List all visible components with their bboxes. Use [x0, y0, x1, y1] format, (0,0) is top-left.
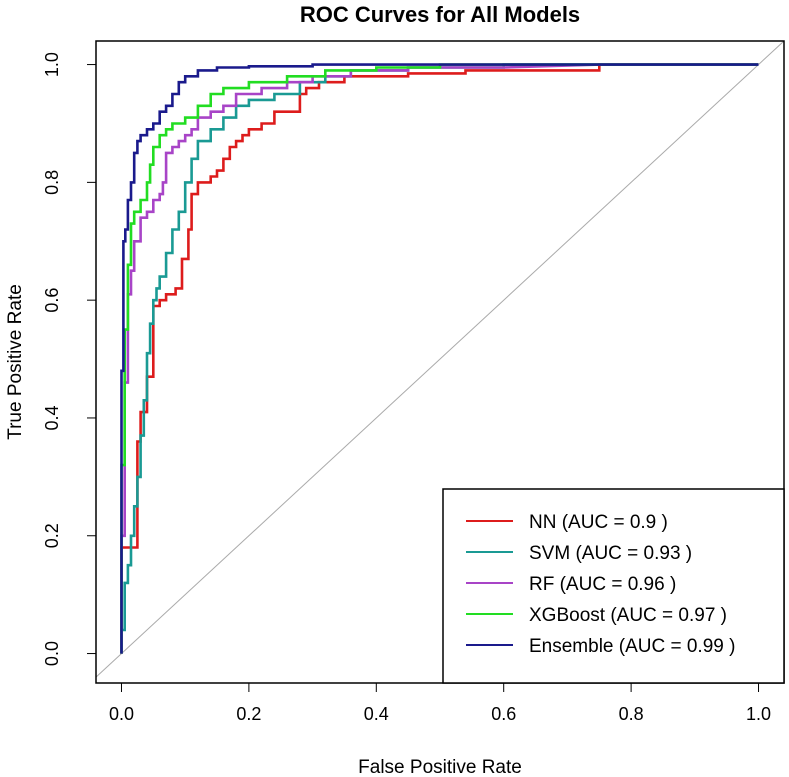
y-tick-label: 1.0: [42, 52, 62, 77]
legend-label-svm: SVM (AUC = 0.93 ): [529, 543, 692, 564]
y-axis: 0.0 0.2 0.4 0.6 0.8 1.0: [42, 52, 97, 666]
y-tick-label: 0.2: [42, 523, 62, 548]
roc-curve-xgboost: [120, 63, 759, 654]
legend-label-ensemble: Ensemble (AUC = 0.99 ): [529, 636, 735, 657]
legend-label-xgboost: XGBoost (AUC = 0.97 ): [529, 605, 727, 626]
plot-area: [95, 40, 785, 678]
y-tick-label: 0.6: [42, 288, 62, 313]
y-tick-label: 0.8: [42, 170, 62, 195]
x-tick-label: 0.0: [109, 704, 134, 724]
x-tick-label: 0.6: [491, 704, 516, 724]
chance-diagonal-line: [95, 40, 785, 678]
legend-label-rf: RF (AUC = 0.96 ): [529, 574, 676, 595]
y-axis-label: True Positive Rate: [5, 284, 26, 440]
roc-curve-rf: [120, 63, 759, 654]
x-tick-label: 1.0: [746, 704, 771, 724]
x-tick-label: 0.4: [364, 704, 389, 724]
roc-curve-ensemble: [120, 63, 759, 654]
legend-items: NN (AUC = 0.9 ) SVM (AUC = 0.93 ) RF (AUC …: [466, 512, 735, 657]
x-axis-label: False Positive Rate: [358, 757, 522, 777]
roc-curve-nn: [120, 63, 759, 654]
x-tick-label: 0.8: [619, 704, 644, 724]
y-tick-label: 0.4: [42, 405, 62, 430]
legend: NN (AUC = 0.9 ) SVM (AUC = 0.93 ) RF (AUC …: [442, 488, 785, 684]
y-tick-label: 0.0: [42, 641, 62, 666]
chart-title: ROC Curves for All Models: [300, 2, 580, 27]
roc-series-group: [120, 63, 759, 654]
roc-curve-svm: [120, 63, 759, 654]
x-tick-label: 0.2: [236, 704, 261, 724]
legend-label-nn: NN (AUC = 0.9 ): [529, 512, 668, 533]
